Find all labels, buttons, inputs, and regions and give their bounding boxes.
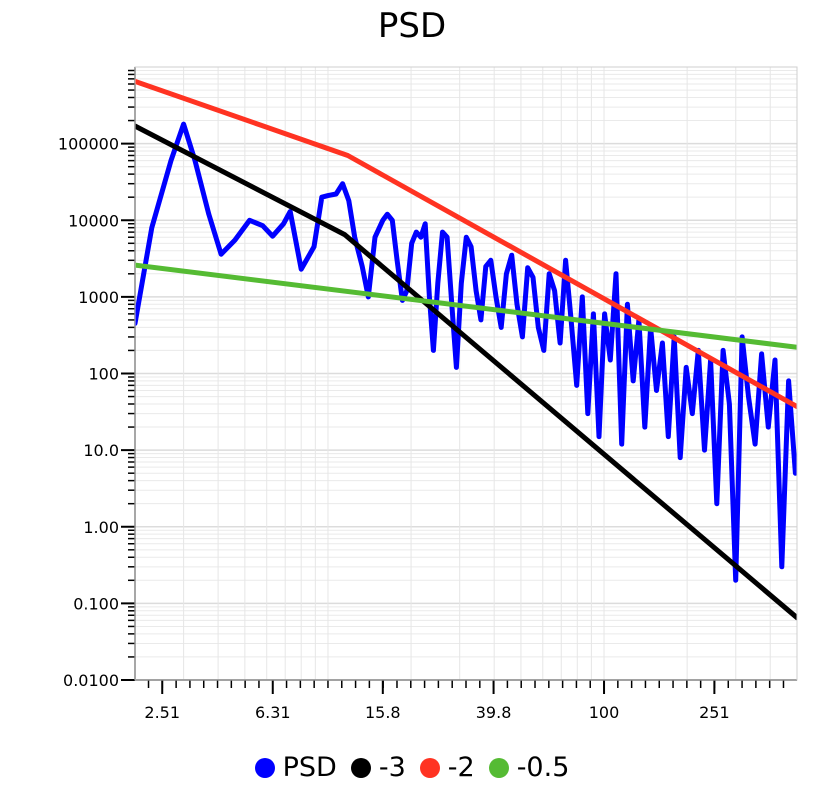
legend-item: -2 [419,752,475,783]
series-line-slope-minus-2 [135,78,797,410]
legend-marker [350,757,371,778]
y-tick-label: 0.100 [73,594,119,613]
y-tick-label: 1.00 [83,518,119,537]
legend-label: -0.5 [516,752,570,783]
legend-item: -0.5 [488,752,570,783]
x-tick-label: 15.8 [365,703,401,722]
series-line-slope-minus-3 [135,123,797,621]
series-line-slope-minus-0-5 [135,262,797,350]
series-lines [135,78,797,621]
y-tick-label: 0.0100 [63,671,119,690]
x-tick-label: 2.51 [144,703,180,722]
y-tick-label: 10000 [68,211,119,230]
legend-label: PSD [282,752,337,783]
legend-item: PSD [254,752,337,783]
legend-label: -3 [378,752,406,783]
x-tick-label: 6.31 [255,703,291,722]
legend-marker [419,757,440,778]
legend: PSD -3 -2 -0.5 [0,752,824,783]
y-tick-label: 10.0 [83,441,119,460]
x-tick-label: 251 [699,703,730,722]
y-tick-label: 1000 [78,288,119,307]
y-tick-label: 100000 [58,135,119,154]
legend-item: -3 [350,752,406,783]
psd-chart: 100000 10000 1000 100 10.0 1.00 0.100 0.0100 2.5… [58,66,798,722]
legend-marker [254,757,275,778]
legend-marker [488,757,509,778]
series-line-psd [135,121,797,583]
x-tick-label: 39.8 [476,703,512,722]
chart-title: PSD [377,6,447,46]
legend-label: -2 [447,752,475,783]
y-tick-label: 100 [88,365,119,384]
plot-frame [134,66,798,681]
x-tick-label: 100 [589,703,620,722]
